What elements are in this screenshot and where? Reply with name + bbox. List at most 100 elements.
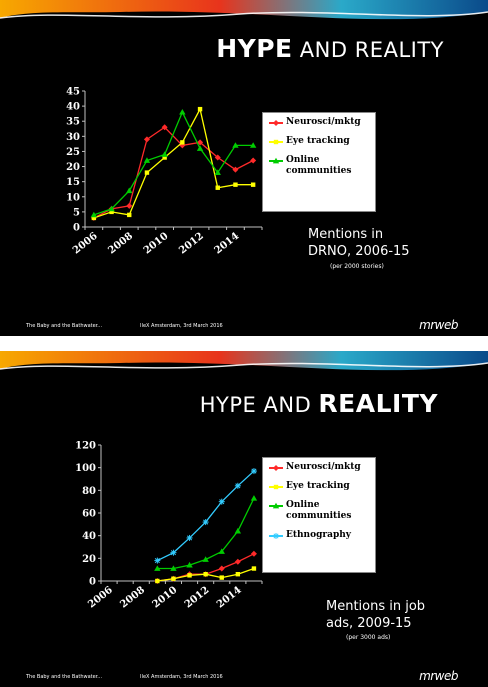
data-point-eye-tracking	[203, 572, 208, 577]
legend-marker-neurosci-mktg	[273, 120, 279, 126]
footer-presentation-title: The Baby and the Bathwater...	[26, 323, 103, 329]
legend-label: Eye tracking	[286, 136, 350, 146]
data-point-ethnography	[234, 482, 241, 489]
legend-swatch	[269, 157, 283, 164]
x-tick-label: 2008	[118, 585, 147, 611]
series-line-online-communities	[93, 110, 254, 216]
y-tick-label: 60	[82, 509, 96, 520]
data-point-online-communities	[161, 151, 168, 157]
data-point-eye-tracking	[171, 576, 176, 581]
data-point-online-communities	[196, 145, 204, 151]
chart-caption: Mentions in DRNO, 2006-15	[308, 226, 410, 260]
slide-title: HYPE AND REALITY	[199, 389, 438, 418]
y-tick-label: 0	[73, 223, 80, 234]
data-point-eye-tracking	[187, 573, 192, 578]
data-point-online-communities	[179, 108, 186, 115]
data-point-online-communities	[170, 565, 177, 571]
y-tick-label: 10	[66, 192, 80, 203]
data-point-eye-tracking	[215, 185, 220, 190]
data-point-online-communities	[126, 187, 133, 194]
legend-label: Ethnography	[286, 530, 352, 540]
chart-legend: Neurosci/mktg Eye tracking Online communit…	[262, 457, 376, 573]
caption-line: DRNO, 2006-15	[308, 244, 410, 259]
data-point-online-communities	[143, 157, 151, 163]
y-tick-label: 15	[66, 177, 80, 188]
data-point-eye-tracking	[197, 106, 203, 112]
y-tick-label: 35	[66, 117, 80, 128]
slide-title-strong: HYPE	[216, 34, 293, 63]
caption-line: ads, 2009-15	[326, 616, 412, 631]
data-point-ethnography	[154, 557, 161, 564]
series-eye-tracking	[155, 566, 257, 584]
legend-item-neurosci-mktg: Neurosci/mktg	[269, 462, 371, 473]
data-point-eye-tracking	[91, 215, 97, 221]
legend-swatch	[269, 484, 283, 490]
series-line-neurosci-mktg	[93, 126, 254, 219]
data-point-eye-tracking	[235, 572, 241, 577]
slide-2: HYPE AND REALITY 0 20 40 60 80 100 120 2006 2008…	[0, 351, 488, 687]
y-tick-label: 80	[82, 486, 96, 497]
x-tick-label: 2008	[106, 231, 135, 257]
data-point-online-communities	[249, 142, 257, 148]
data-point-neurosci-mktg	[161, 124, 168, 131]
chart-legend: Neurosci/mktg Eye tracking Online communit…	[262, 112, 376, 212]
data-point-neurosci-mktg	[250, 550, 257, 557]
legend-swatch	[269, 533, 283, 539]
data-point-online-communities	[218, 548, 225, 554]
y-tick-label: 30	[66, 132, 80, 143]
header-swoosh	[0, 351, 488, 371]
series-online-communities	[90, 108, 257, 218]
data-point-ethnography	[202, 519, 209, 526]
legend-item-online-communities: Online communities	[269, 155, 371, 177]
slide-title-strong: REALITY	[318, 389, 438, 418]
data-point-eye-tracking	[251, 566, 257, 571]
caption-note: (per 2000 stories)	[330, 263, 384, 270]
data-point-neurosci-mktg	[234, 558, 241, 565]
data-point-online-communities	[202, 556, 209, 562]
y-tick-label: 45	[66, 87, 80, 98]
data-point-online-communities	[108, 205, 115, 212]
x-tick-label: 2012	[177, 231, 206, 257]
legend-marker-ethnography	[273, 533, 279, 539]
y-tick-label: 5	[73, 207, 80, 218]
data-point-online-communities	[250, 495, 258, 501]
series-eye-tracking	[91, 106, 256, 221]
data-point-online-communities	[214, 169, 221, 175]
data-point-eye-tracking	[250, 182, 256, 187]
header-swoosh	[0, 0, 488, 20]
y-tick-label: 0	[89, 577, 96, 588]
data-point-eye-tracking	[144, 170, 150, 175]
mrweb-logo: mrweb	[419, 318, 458, 332]
x-tick-label: 2006	[71, 231, 100, 257]
legend-marker-eye-tracking	[273, 484, 279, 490]
y-tick-label: 20	[66, 162, 80, 173]
legend-item-eye-tracking: Eye tracking	[269, 481, 371, 492]
data-point-eye-tracking	[180, 140, 185, 145]
line-chart-drno: 0 5 10 15 20 25 30 35 40 45 2006 2008 2010 2012 2014	[66, 87, 263, 257]
slide-1: HYPE AND REALITY 0 5 10 15 20 25 30 35 40 45 2006 2…	[0, 0, 488, 336]
footer-event: IIeX Amsterdam, 3rd March 2016	[140, 323, 223, 329]
x-tick-label: 2012	[183, 585, 212, 611]
legend-marker-online-communities	[272, 502, 280, 509]
legend-item-neurosci-mktg: Neurosci/mktg	[269, 117, 371, 128]
data-point-ethnography	[218, 498, 225, 505]
footer-presentation-title: The Baby and the Bathwater...	[26, 674, 103, 680]
series-online-communities	[154, 495, 258, 571]
y-tick-label: 40	[66, 102, 80, 113]
data-point-neurosci-mktg	[214, 154, 221, 161]
chart-caption: Mentions in job ads, 2009-15	[326, 598, 425, 632]
legend-label: Online communities	[286, 155, 352, 176]
data-point-online-communities	[234, 527, 242, 534]
data-point-ethnography	[250, 468, 257, 475]
y-tick-label: 25	[66, 147, 80, 158]
legend-marker-online-communities	[272, 157, 280, 164]
legend-marker-neurosci-mktg	[273, 465, 279, 471]
data-point-neurosci-mktg	[143, 136, 150, 143]
data-point-online-communities	[90, 211, 98, 218]
line-chart-job-ads: 0 20 40 60 80 100 120 2006 2008 2010 2012 2014	[75, 441, 263, 611]
data-point-neurosci-mktg	[250, 157, 257, 164]
data-point-online-communities	[186, 561, 193, 568]
series-neurosci-mktg	[90, 124, 257, 221]
x-tick-label: 2014	[213, 231, 242, 257]
data-point-eye-tracking	[233, 182, 238, 187]
